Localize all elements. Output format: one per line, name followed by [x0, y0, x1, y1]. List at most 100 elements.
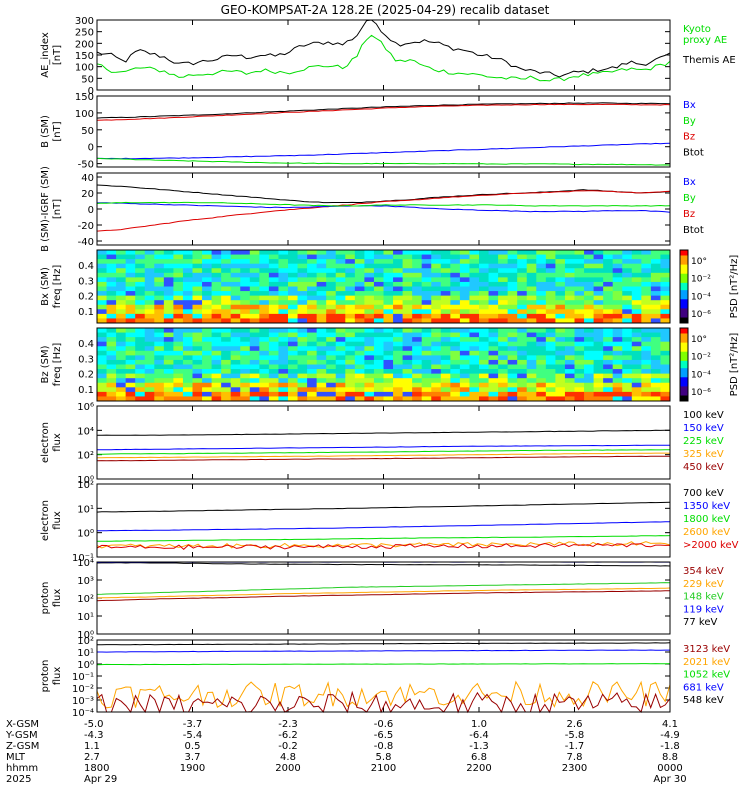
spectrogram-cell: [412, 268, 423, 274]
spectrogram-cell: [412, 378, 423, 384]
spectrogram-cell: [202, 304, 213, 310]
spectrogram-cell: [144, 254, 155, 260]
spectrogram-cell: [135, 254, 146, 260]
spectrogram-cell: [97, 373, 108, 379]
spectrogram-cell: [373, 291, 384, 297]
spectrogram-cell: [154, 350, 165, 356]
spectrogram-cell: [373, 355, 384, 361]
spectrogram-cell: [612, 250, 623, 256]
spectrogram-cell: [526, 313, 537, 319]
spectrogram-cell: [249, 286, 260, 292]
spectrogram-cell: [631, 337, 642, 343]
spectrogram-cell: [498, 341, 509, 347]
spectrogram-cell: [288, 281, 299, 287]
spectrogram-cell: [154, 332, 165, 338]
spectrogram-cell: [564, 277, 575, 283]
spectrogram-cell: [259, 318, 270, 324]
spectrogram-cell: [221, 318, 232, 324]
spectrogram-cell: [622, 291, 633, 297]
spectrogram-cell: [192, 309, 203, 315]
spectrogram-cell: [584, 259, 595, 265]
spectrogram-cell: [459, 272, 470, 278]
colorbar-segment: [680, 293, 688, 297]
spectrogram-cell: [144, 350, 155, 356]
spectrogram-cell: [660, 364, 671, 370]
spectrogram-cell: [154, 355, 165, 361]
spectrogram-cell: [230, 378, 241, 384]
series-line-kyoto-proxy-ae: [96, 34, 671, 82]
spectrogram-cell: [221, 391, 232, 397]
spectrogram-cell: [97, 309, 108, 315]
spectrogram-cell: [97, 328, 108, 334]
spectrogram-cell: [345, 359, 356, 365]
spectrogram-cell: [249, 337, 260, 343]
y-tick-label: 10⁰: [77, 660, 94, 671]
spectrogram-cell: [182, 391, 193, 397]
spectrogram-cell: [354, 350, 365, 356]
spectrogram-cell: [469, 295, 480, 301]
spectrogram-cell: [297, 300, 308, 306]
spectrogram-cell: [182, 309, 193, 315]
spectrogram-cell: [593, 328, 604, 334]
spectrogram-cell: [555, 309, 566, 315]
spectrogram-cell: [402, 396, 413, 402]
spectrogram-cell: [574, 359, 585, 365]
spectrogram-cell: [249, 291, 260, 297]
spectrogram-cell: [278, 332, 289, 338]
spectrogram-cell: [660, 254, 671, 260]
spectrogram-cell: [660, 332, 671, 338]
spectrogram-cell: [431, 281, 442, 287]
spectrogram-cell: [603, 378, 614, 384]
spectrogram-cell: [584, 281, 595, 287]
spectrogram-cell: [507, 382, 518, 388]
spectrogram-cell: [192, 263, 203, 269]
spectrogram-cell: [249, 259, 260, 265]
spectrogram-cell: [335, 295, 346, 301]
spectrogram-cell: [249, 396, 260, 402]
spectrogram-cell: [622, 277, 633, 283]
spectrogram-cell: [459, 332, 470, 338]
y-axis-label: [nT]: [52, 45, 63, 65]
spectrogram-cell: [144, 364, 155, 370]
spectrogram-cell: [555, 263, 566, 269]
axis-cell: -4.3: [84, 730, 104, 741]
spectrogram-cell: [97, 254, 108, 260]
spectrogram-cell: [517, 304, 528, 310]
spectrogram-cell: [584, 378, 595, 384]
spectrogram-cell: [125, 387, 136, 393]
series-line-148-kev: [96, 582, 671, 595]
spectrogram-cell: [507, 304, 518, 310]
colorbar-segment: [680, 384, 688, 387]
spectrogram-cell: [402, 378, 413, 384]
spectrogram-cell: [97, 291, 108, 297]
colorbar-segment: [680, 331, 688, 334]
spectrogram-cell: [631, 259, 642, 265]
spectrogram-cell: [335, 309, 346, 315]
y-axis-label: [nT]: [52, 121, 63, 141]
spectrogram-cell: [316, 396, 327, 402]
spectrogram-cell: [526, 364, 537, 370]
spectrogram-cell: [278, 359, 289, 365]
y-tick-label: 100: [75, 63, 94, 74]
spectrogram-cell: [526, 396, 537, 402]
spectrogram-cell: [335, 369, 346, 375]
colorbar-segment: [680, 353, 688, 356]
spectrogram-cell: [545, 350, 556, 356]
spectrogram-cell: [450, 259, 461, 265]
spectrogram-cell: [526, 332, 537, 338]
spectrogram-cell: [297, 277, 308, 283]
spectrogram-cell: [116, 387, 127, 393]
spectrogram-cell: [536, 337, 547, 343]
series-line-1052-kev: [96, 663, 671, 666]
spectrogram-cell: [536, 318, 547, 324]
spectrogram-cell: [479, 391, 490, 397]
spectrogram-cell: [326, 259, 337, 265]
spectrogram-cell: [545, 277, 556, 283]
colorbar-segment: [680, 371, 688, 375]
axis-cell: 0.5: [185, 741, 201, 752]
spectrogram-cell: [192, 373, 203, 379]
legend-entry: 325 keV: [683, 449, 724, 460]
spectrogram-cell: [650, 355, 661, 361]
spectrogram-cell: [116, 250, 127, 256]
spectrogram-cell: [297, 332, 308, 338]
